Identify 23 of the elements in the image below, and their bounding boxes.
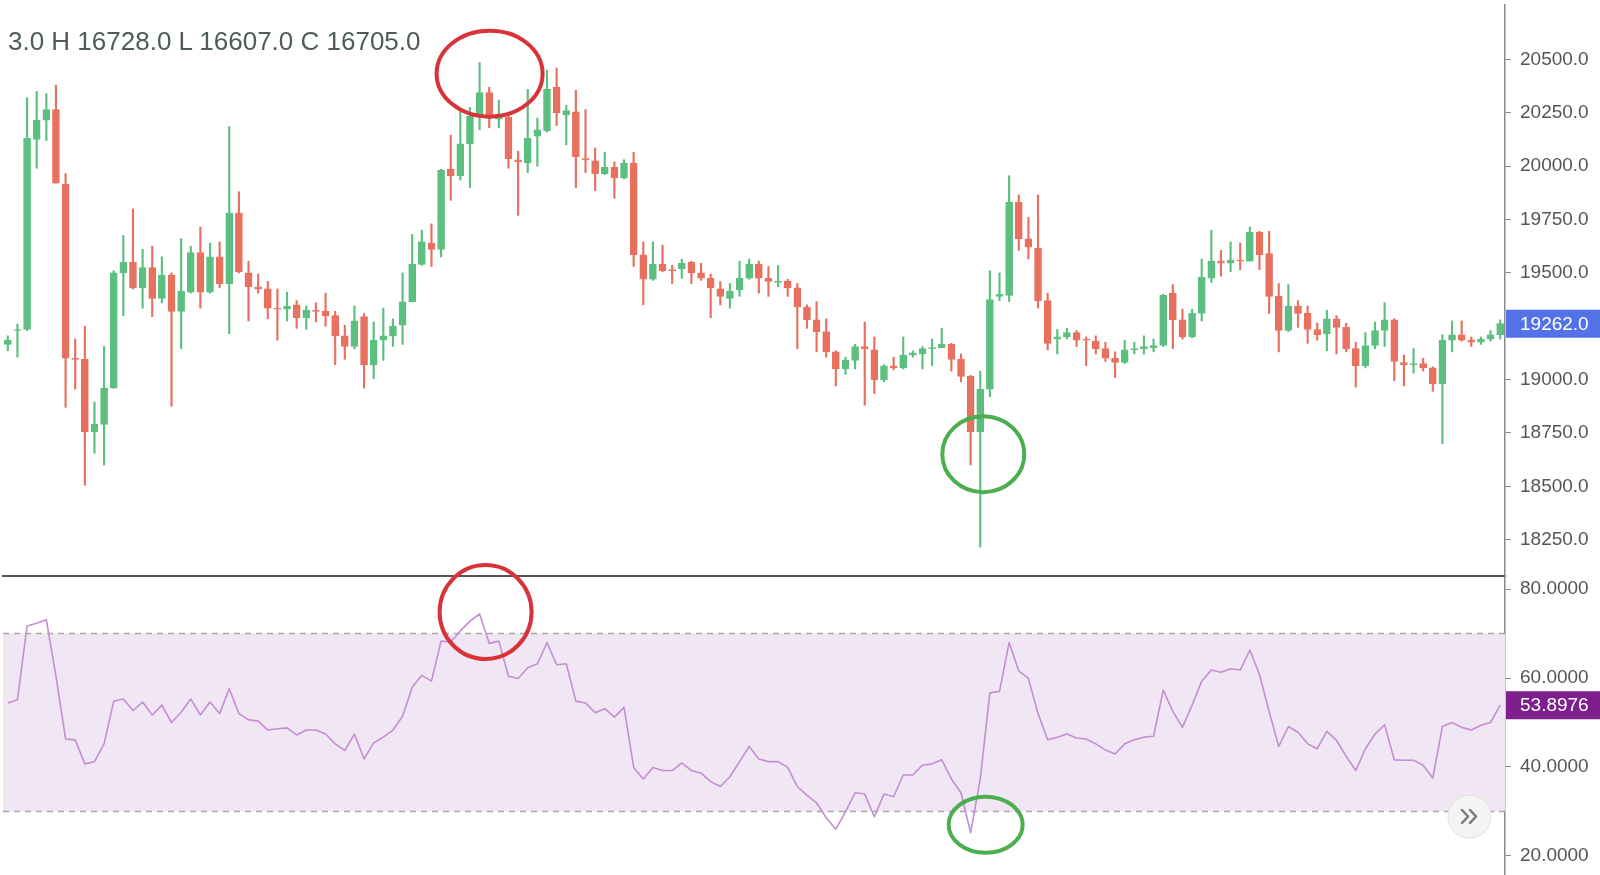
text: 19262.0 bbox=[1520, 312, 1589, 334]
y-tick-label: 18250.0 bbox=[1520, 527, 1589, 549]
y-tick-label: 19000.0 bbox=[1520, 367, 1589, 389]
candlestick bbox=[764, 266, 773, 297]
y-tick-label: 19750.0 bbox=[1520, 207, 1589, 229]
y-tick-label: 18750.0 bbox=[1520, 421, 1589, 443]
y-tick-label: 20500.0 bbox=[1520, 47, 1589, 69]
y-tick-label: 40.0000 bbox=[1520, 755, 1589, 777]
y-tick-label: 20.0000 bbox=[1520, 844, 1589, 866]
candlestick bbox=[1332, 315, 1341, 355]
candlestick bbox=[1149, 338, 1158, 353]
y-tick-label: 19500.0 bbox=[1520, 261, 1589, 283]
candlestick bbox=[860, 321, 869, 406]
candlestick bbox=[581, 109, 590, 173]
text: 53.8976 bbox=[1520, 694, 1589, 716]
y-tick-label: 20000.0 bbox=[1520, 154, 1589, 176]
candlestick bbox=[995, 272, 1004, 301]
y-tick-label: 60.0000 bbox=[1520, 666, 1589, 688]
annotation: 3.0 H 16728.0 L 16607.0 C 16705.0 bbox=[8, 26, 421, 56]
y-tick-label: 18500.0 bbox=[1520, 474, 1589, 496]
y-tick-label: 20250.0 bbox=[1520, 101, 1589, 123]
y-tick-label: 80.0000 bbox=[1520, 577, 1589, 599]
candlestick bbox=[398, 272, 407, 345]
